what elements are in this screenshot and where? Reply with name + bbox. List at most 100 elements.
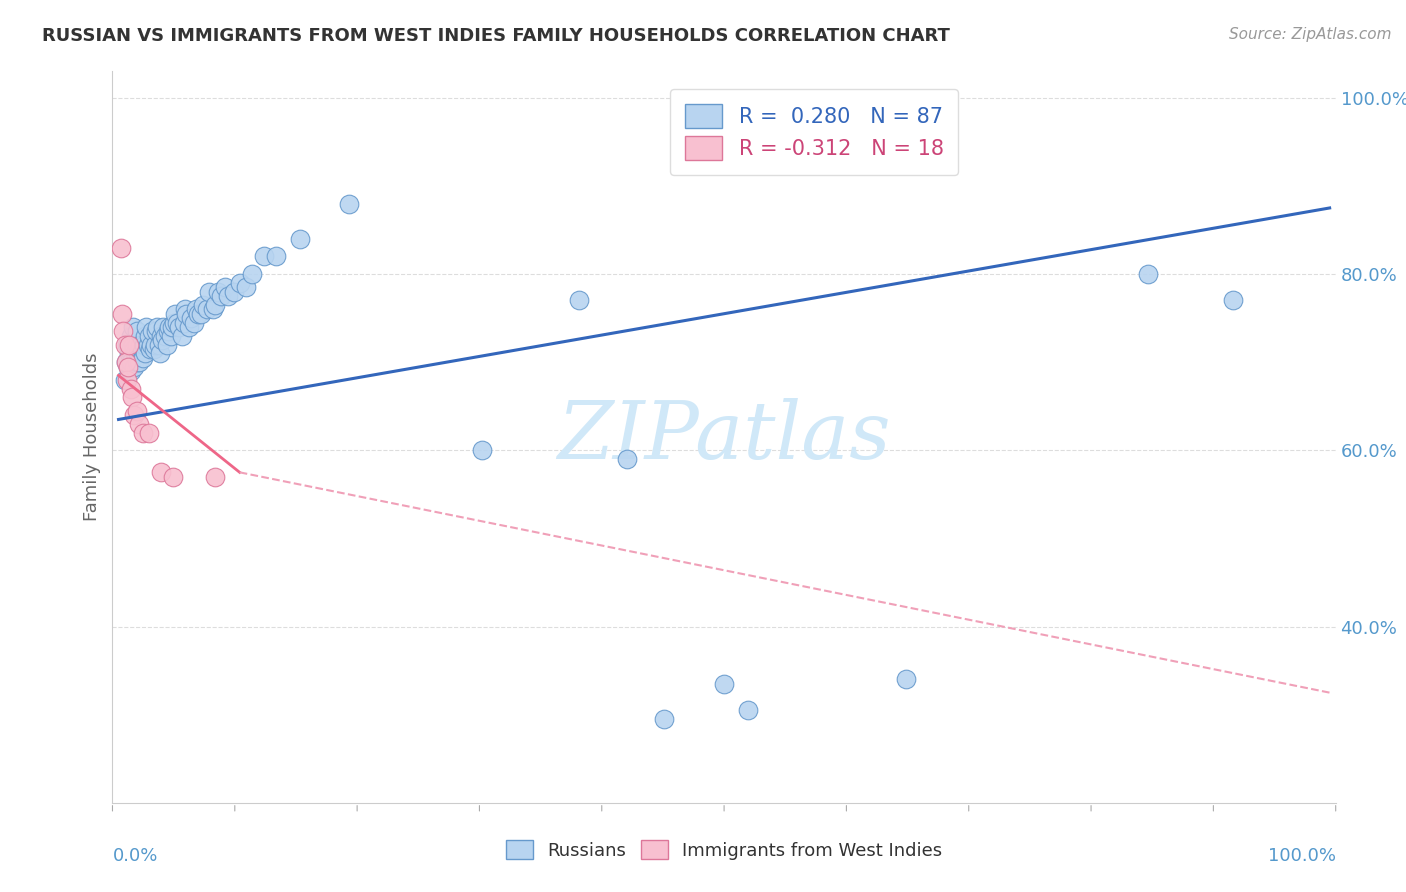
Point xyxy=(112,324,135,338)
Point xyxy=(141,337,163,351)
Point xyxy=(114,373,136,387)
Point xyxy=(1136,267,1159,281)
Point xyxy=(120,346,142,360)
Point xyxy=(139,342,162,356)
Point xyxy=(136,337,159,351)
Point xyxy=(145,324,167,338)
Point xyxy=(198,285,221,299)
Point xyxy=(134,328,156,343)
Point xyxy=(138,328,160,343)
Point xyxy=(240,267,263,281)
Point xyxy=(128,355,150,369)
Point xyxy=(337,196,360,211)
Point xyxy=(134,346,156,360)
Point xyxy=(166,316,188,330)
Point xyxy=(120,342,142,356)
Point xyxy=(118,337,141,351)
Point xyxy=(143,337,166,351)
Point xyxy=(153,328,176,343)
Point xyxy=(110,241,132,255)
Point xyxy=(127,346,149,360)
Text: 0.0%: 0.0% xyxy=(112,847,157,864)
Point xyxy=(211,289,233,303)
Point xyxy=(217,289,239,303)
Point xyxy=(120,364,142,378)
Point xyxy=(159,328,181,343)
Point xyxy=(124,346,146,360)
Point xyxy=(120,328,142,343)
Point xyxy=(142,342,165,356)
Point xyxy=(117,359,139,374)
Text: 100.0%: 100.0% xyxy=(1268,847,1336,864)
Point xyxy=(737,703,759,717)
Point xyxy=(157,324,180,338)
Point xyxy=(149,346,172,360)
Point xyxy=(128,417,150,431)
Point xyxy=(184,302,207,317)
Point xyxy=(118,346,141,360)
Point xyxy=(162,469,184,483)
Point xyxy=(235,280,257,294)
Point xyxy=(124,342,146,356)
Point xyxy=(132,337,155,351)
Point xyxy=(173,316,195,330)
Point xyxy=(193,298,215,312)
Point xyxy=(652,712,675,726)
Point xyxy=(131,342,153,356)
Point xyxy=(167,320,190,334)
Point xyxy=(121,391,143,405)
Point xyxy=(713,677,735,691)
Point xyxy=(471,443,494,458)
Point xyxy=(190,307,212,321)
Point xyxy=(111,307,134,321)
Point xyxy=(149,328,172,343)
Point xyxy=(195,302,218,317)
Point xyxy=(176,307,198,321)
Point xyxy=(125,337,148,351)
Point xyxy=(207,285,229,299)
Point xyxy=(120,355,142,369)
Point xyxy=(120,382,142,396)
Point xyxy=(124,359,146,374)
Point xyxy=(264,249,287,263)
Point xyxy=(150,333,173,347)
Point xyxy=(180,311,202,326)
Point xyxy=(616,452,638,467)
Point xyxy=(129,337,152,351)
Point xyxy=(894,673,917,687)
Point xyxy=(149,466,172,480)
Point xyxy=(124,408,146,422)
Point xyxy=(122,320,145,334)
Point xyxy=(170,328,193,343)
Point xyxy=(214,280,236,294)
Point xyxy=(204,469,226,483)
Point xyxy=(201,302,224,317)
Legend: Russians, Immigrants from West Indies: Russians, Immigrants from West Indies xyxy=(499,833,949,867)
Point xyxy=(568,293,591,308)
Point xyxy=(115,337,138,351)
Point xyxy=(187,307,209,321)
Point xyxy=(122,337,145,351)
Point xyxy=(114,355,136,369)
Point xyxy=(141,324,163,338)
Point xyxy=(253,249,276,263)
Point xyxy=(138,425,160,440)
Point xyxy=(290,232,312,246)
Point xyxy=(222,285,245,299)
Point xyxy=(125,355,148,369)
Point xyxy=(152,320,174,334)
Point xyxy=(156,337,179,351)
Point xyxy=(117,359,139,374)
Point xyxy=(183,316,205,330)
Point xyxy=(148,337,170,351)
Point xyxy=(177,320,200,334)
Point xyxy=(228,276,250,290)
Point xyxy=(132,351,155,365)
Point xyxy=(204,298,226,312)
Point xyxy=(125,324,148,338)
Point xyxy=(165,307,187,321)
Point xyxy=(146,320,169,334)
Point xyxy=(157,320,180,334)
Point xyxy=(1222,293,1244,308)
Point xyxy=(114,355,136,369)
